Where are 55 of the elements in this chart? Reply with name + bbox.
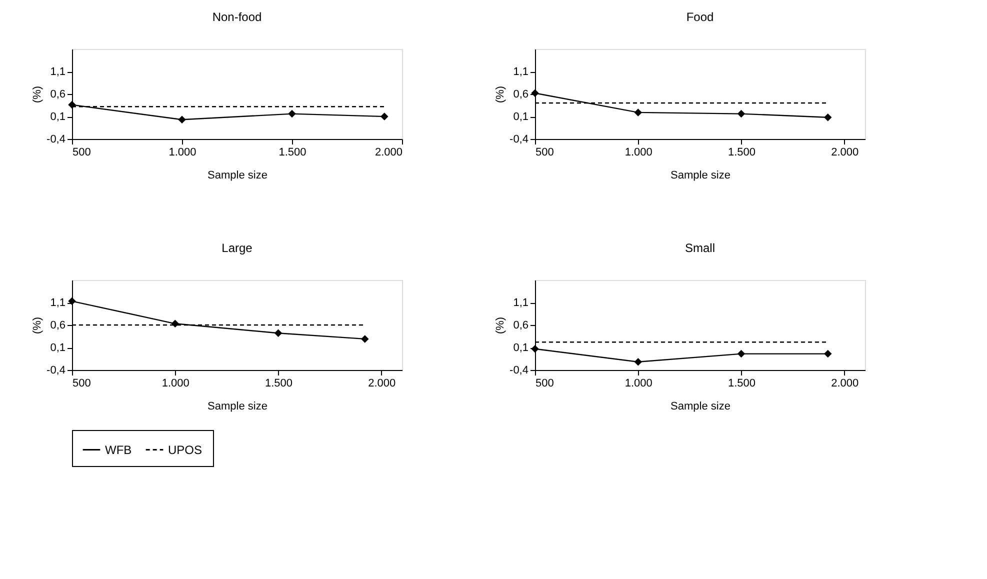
point (274, 329, 282, 337)
chart-title: Food (686, 10, 714, 24)
y-tick-label: 0,1 (513, 111, 528, 123)
y-tick-label: 1,1 (50, 66, 66, 78)
point (634, 358, 642, 366)
y-tick-label: 1,1 (513, 66, 528, 78)
x-tick-label: 500 (536, 378, 554, 390)
point (634, 108, 642, 116)
x-axis-title: Sample size (208, 400, 268, 412)
y-tick-label: 1,1 (50, 297, 66, 309)
y-tick-label: -0,4 (510, 134, 528, 146)
y-tick-label: 0,6 (513, 320, 528, 332)
x-tick-label: 2.000 (831, 378, 859, 390)
legend-label: WFB (105, 442, 132, 457)
x-tick-label: 1.000 (168, 146, 196, 158)
x-axis-title: Sample size (670, 400, 730, 412)
x-tick-label: 1.000 (624, 146, 652, 158)
x-tick-label: 500 (536, 146, 554, 158)
point (824, 114, 832, 122)
chart-title: Large (222, 241, 253, 255)
y-tick-label: 1,1 (513, 297, 528, 309)
legend-label: UPOS (168, 442, 202, 457)
y-axis-title: (%) (494, 86, 507, 104)
x-tick-label: 500 (72, 146, 91, 158)
x-tick-label: 1.500 (728, 378, 756, 390)
x-tick-label: 1.000 (624, 378, 652, 390)
y-tick-label: 0,6 (50, 320, 66, 332)
x-axis-title: Sample size (208, 170, 268, 182)
y-axis-title: (%) (32, 86, 44, 104)
point (824, 350, 832, 358)
y-tick-label: -0,4 (510, 364, 528, 376)
point (171, 320, 179, 328)
chart-title: Non-food (212, 10, 262, 24)
chart-title: Small (684, 241, 716, 255)
x-tick-label: 1.500 (264, 378, 293, 390)
x-tick-label: 1.500 (728, 146, 756, 158)
point (737, 110, 746, 118)
y-tick-label: -0,4 (46, 364, 66, 376)
y-tick-label: -0,4 (46, 134, 66, 146)
x-tick-label: 1.500 (278, 146, 306, 158)
point (737, 350, 746, 358)
y-tick-label: 0,6 (513, 88, 528, 100)
y-tick-label: 0,1 (50, 111, 66, 123)
point (361, 335, 369, 343)
x-tick-label: 500 (72, 378, 91, 390)
x-axis-title: Sample size (670, 170, 730, 182)
y-tick-label: 0,1 (50, 342, 66, 354)
x-tick-label: 2.000 (368, 378, 396, 390)
y-tick-label: 0,1 (513, 342, 528, 354)
x-tick-label: 2.000 (831, 146, 859, 158)
x-tick-label: 2.000 (374, 146, 402, 158)
y-axis-title: (%) (32, 316, 44, 334)
y-tick-label: 0,6 (50, 88, 66, 100)
y-axis-title: (%) (494, 316, 507, 334)
x-tick-label: 1.000 (162, 378, 190, 390)
